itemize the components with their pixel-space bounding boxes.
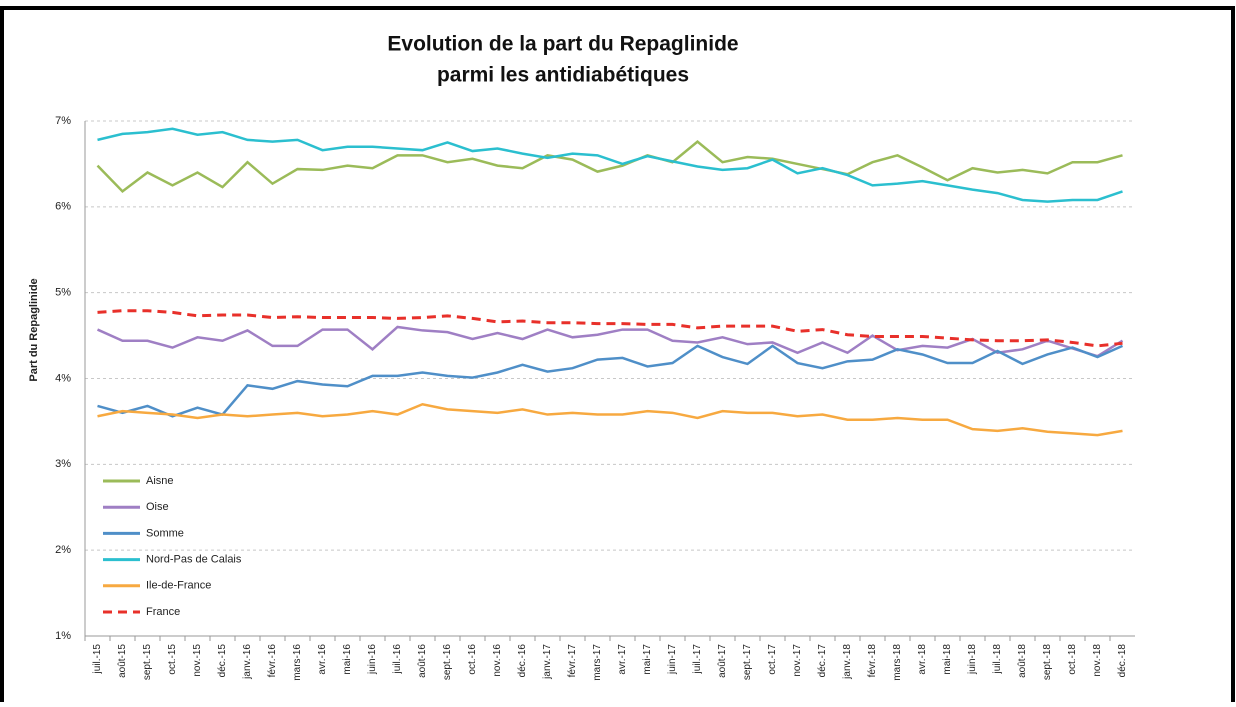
chart-title: Evolution de la part du Repaglinide — [387, 33, 738, 56]
x-tick-label: janv.-16 — [242, 644, 253, 680]
series-line — [96, 325, 1124, 358]
series-line — [97, 127, 1123, 203]
x-tick-label: avr.-18 — [917, 644, 928, 675]
series-line — [97, 309, 1123, 348]
x-tick-label: nov.-15 — [192, 644, 203, 677]
x-tick-label: déc.-18 — [1117, 644, 1128, 678]
x-tick-label: déc.-17 — [817, 644, 828, 678]
legend-label: Somme — [146, 527, 184, 539]
series-line — [97, 402, 1123, 437]
y-tick-label: 4% — [55, 372, 71, 384]
x-tick-label: mars-17 — [592, 644, 603, 681]
x-tick-label: août-18 — [1017, 644, 1028, 678]
x-tick-label: nov.-18 — [1092, 644, 1103, 677]
legend-label: Ile-de-France — [146, 580, 211, 592]
y-tick-label: 7% — [55, 115, 71, 127]
x-tick-label: déc.-15 — [217, 644, 228, 678]
x-tick-label: janv.-17 — [542, 644, 553, 680]
x-tick-label: déc.-16 — [517, 644, 528, 678]
y-tick-label: 3% — [55, 458, 71, 470]
x-tick-label: mai-16 — [342, 644, 353, 675]
x-tick-label: avr.-16 — [317, 644, 328, 675]
x-tick-label: sept.-17 — [742, 644, 753, 681]
x-tick-label: oct.-18 — [1067, 644, 1078, 675]
x-tick-label: août-17 — [717, 644, 728, 678]
series-line — [96, 139, 1123, 194]
legend-label: Aisne — [146, 475, 174, 487]
x-tick-label: juin-17 — [667, 644, 678, 675]
x-tick-label: juil.-15 — [92, 644, 103, 675]
x-tick-label: nov.-17 — [792, 644, 803, 677]
x-tick-label: févr.-16 — [267, 644, 278, 678]
series-line — [97, 344, 1124, 418]
y-tick-label: 6% — [55, 201, 71, 213]
x-tick-label: sept.-16 — [442, 644, 453, 681]
x-tick-label: juin-16 — [367, 644, 378, 675]
x-tick-label: oct.-15 — [167, 644, 178, 675]
x-tick-label: sept.-18 — [1042, 644, 1053, 681]
x-tick-label: oct.-17 — [767, 644, 778, 675]
x-tick-label: févr.-17 — [567, 644, 578, 678]
chart-title: parmi les antidiabétiques — [437, 64, 689, 87]
frame — [0, 6, 1235, 707]
y-axis-label: Part du Repaglinide — [28, 278, 40, 381]
x-tick-label: nov.-16 — [492, 644, 503, 677]
x-tick-label: janv.-18 — [842, 644, 853, 680]
y-tick-label: 1% — [55, 630, 71, 642]
x-tick-label: juil.-17 — [692, 644, 703, 675]
legend-label: Nord-Pas de Calais — [146, 554, 242, 566]
x-tick-label: juil.-18 — [992, 644, 1003, 675]
x-tick-label: juin-18 — [967, 644, 978, 675]
x-tick-label: mars-18 — [892, 644, 903, 681]
x-tick-label: sept.-15 — [142, 644, 153, 681]
x-tick-label: mai-17 — [642, 644, 653, 675]
legend-label: France — [146, 606, 180, 618]
x-tick-label: févr.-18 — [867, 644, 878, 678]
legend-label: Oise — [146, 501, 169, 513]
x-tick-label: juil.-16 — [392, 644, 403, 675]
x-tick-label: avr.-17 — [617, 644, 628, 675]
x-tick-label: août-15 — [117, 644, 128, 678]
x-tick-label: août-16 — [417, 644, 428, 678]
x-tick-label: mai-18 — [942, 644, 953, 675]
y-tick-label: 5% — [55, 287, 71, 299]
x-tick-label: mars-16 — [292, 644, 303, 681]
y-tick-label: 2% — [55, 544, 71, 556]
x-tick-label: oct.-16 — [467, 644, 478, 675]
